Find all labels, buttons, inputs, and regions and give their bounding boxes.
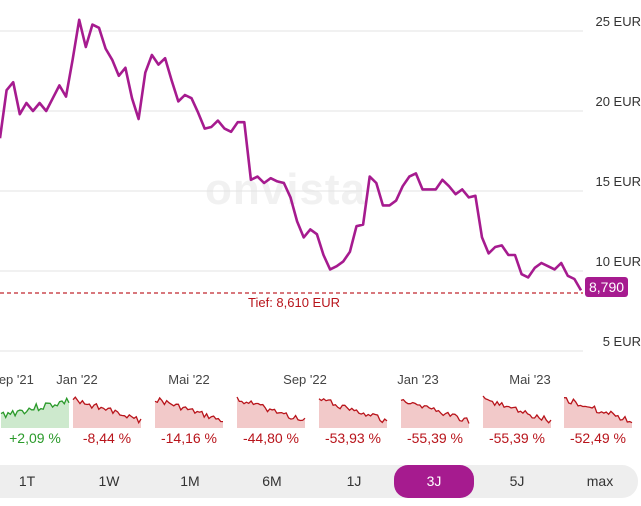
y-axis-label-5: 5 EUR [602,334,641,349]
period-sparkline[interactable] [236,393,306,428]
period-change: -44,80 % [242,430,300,446]
period-change: -55,39 % [488,430,546,446]
range-button-3j[interactable]: 3J [394,465,474,498]
y-axis-label-15: 15 EUR [595,174,641,189]
x-axis-label: Mai '23 [509,372,551,387]
range-button-1w[interactable]: 1W [98,473,120,489]
watermark: onvista [205,165,367,214]
x-axis-label: Jan '23 [397,372,439,387]
range-button-1j[interactable]: 1J [346,473,362,489]
period-sparkline[interactable] [482,393,552,428]
period-sparkline[interactable] [563,393,633,428]
x-axis-label: Sep '22 [283,372,327,387]
price-chart[interactable] [0,0,641,360]
price-line [0,18,583,292]
period-change: -55,39 % [406,430,464,446]
period-change: -8,44 % [82,430,132,446]
range-button-1t[interactable]: 1T [18,473,36,489]
range-button-5j[interactable]: 5J [509,473,525,489]
period-change: -14,16 % [160,430,218,446]
period-sparkline[interactable] [72,393,142,428]
x-axis-label: Sep '21 [0,372,34,387]
low-price-label: Tief: 8,610 EUR [248,295,341,310]
period-sparkline[interactable] [154,393,224,428]
period-change: -52,49 % [569,430,627,446]
range-selector: 1T 1W 1M 6M 1J 3J 5J max [0,465,638,498]
x-axis-label: Mai '22 [168,372,210,387]
y-axis-label-25: 25 EUR [595,14,641,29]
y-axis-label-10: 10 EUR [595,254,641,269]
range-button-max[interactable]: max [586,473,614,489]
range-button-1m[interactable]: 1M [180,473,200,489]
period-change: -53,93 % [324,430,382,446]
period-sparkline[interactable] [400,393,470,428]
x-axis-label: Jan '22 [56,372,98,387]
current-price-badge: 8,790 [585,277,629,297]
y-axis-label-20: 20 EUR [595,94,641,109]
period-change: +2,09 % [9,430,61,446]
range-button-6m[interactable]: 6M [262,473,282,489]
period-sparkline[interactable] [0,393,70,428]
period-sparkline[interactable] [318,393,388,428]
